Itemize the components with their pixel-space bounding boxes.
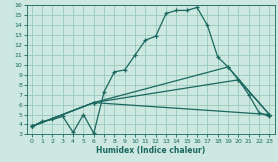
X-axis label: Humidex (Indice chaleur): Humidex (Indice chaleur) bbox=[96, 146, 205, 155]
